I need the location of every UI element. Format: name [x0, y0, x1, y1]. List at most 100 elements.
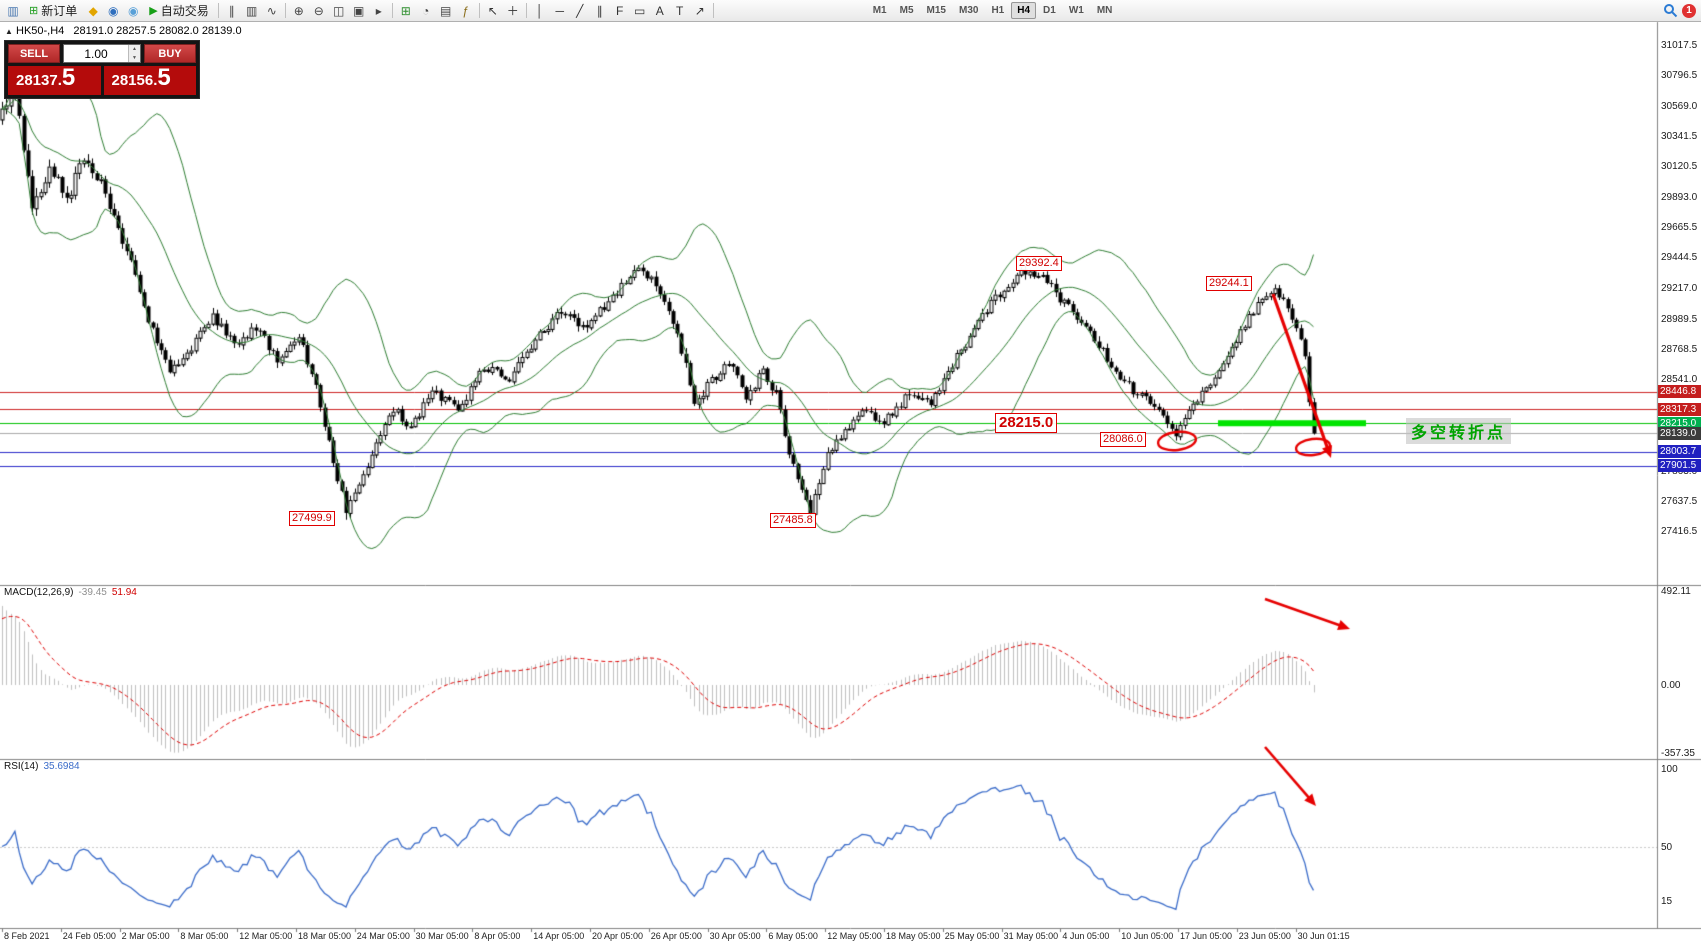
one-click-top-row: SELL ▲ ▼ BUY: [8, 44, 196, 63]
price-level-badge: 28446.8: [1658, 385, 1701, 399]
auto-arrange-icon[interactable]: ▣: [353, 4, 365, 18]
mql-community-icon[interactable]: ◆: [88, 4, 98, 18]
price-tick: 31017.5: [1661, 40, 1698, 51]
macd-signal-value: 51.94: [111, 587, 137, 598]
price-tick: 28541.0: [1661, 374, 1698, 386]
macd-axis-tick: 0.00: [1661, 680, 1681, 691]
turning-point-annotation: 多空转折点: [1406, 418, 1512, 444]
volume-up-button[interactable]: ▲: [129, 45, 140, 54]
timeframe-m15-button[interactable]: M15: [926, 5, 946, 16]
new-order-2-icon[interactable]: ⊞: [400, 4, 411, 18]
macd-name: MACD(12,26,9): [4, 587, 74, 598]
rsi-label: RSI(14) 35.6984: [4, 761, 80, 772]
price-axis[interactable]: 31017.5 30796.5 30569.0 30341.5 30120.5 29893…: [1658, 22, 1701, 929]
symbol-period-label: HK50-,H4: [16, 25, 65, 37]
bar-chart-icon[interactable]: ∥: [228, 4, 235, 18]
sell-button[interactable]: SELL: [8, 44, 60, 63]
macd-axis-tick: -357.35: [1661, 748, 1695, 760]
time-tick-label: 24 Feb 05:00: [62, 931, 116, 941]
time-tick-label: 10 Jun 05:00: [1121, 931, 1174, 941]
line-chart-icon[interactable]: ∿: [266, 4, 277, 18]
macd-label: MACD(12,26,9) -39.45 51.94: [4, 587, 137, 598]
autotrading-button-label: 自动交易: [160, 4, 209, 18]
chart-title: HK50-,H4 28191.0 28257.5 28082.0 28139.0: [16, 25, 242, 37]
time-tick-label: 12 May 05:00: [827, 931, 882, 941]
shapes-icon[interactable]: ▭: [634, 4, 646, 18]
toolbar-separator: [284, 3, 286, 18]
time-axis[interactable]: 8 Feb 2021 24 Feb 05:00 2 Mar 05:00 8 Mar 0…: [0, 929, 1701, 942]
buy-price[interactable]: 28156.5: [103, 64, 196, 95]
volume-down-button[interactable]: ▼: [129, 53, 140, 62]
price-level-badge: 27901.5: [1658, 459, 1701, 473]
timeframe-d1-button[interactable]: D1: [1043, 5, 1056, 16]
search-icon[interactable]: [1663, 3, 1678, 18]
horizontal-line-icon[interactable]: ─: [555, 4, 564, 18]
chart-shift-icon[interactable]: ▸: [375, 4, 382, 18]
notification-badge[interactable]: 1: [1682, 3, 1696, 18]
timeframe-h4-button[interactable]: H4: [1011, 2, 1037, 19]
time-tick-label: 8 Mar 05:00: [180, 931, 229, 941]
time-tick-label: 8 Feb 2021: [4, 931, 50, 941]
channel-icon[interactable]: ∥: [596, 4, 603, 18]
fibonacci-icon[interactable]: F: [616, 4, 624, 18]
tile-windows-icon[interactable]: ◫: [333, 4, 345, 18]
timeframe-toolbar: M1 M5 M15 M30 H1 H4 D1 W1 MN: [867, 2, 1119, 19]
volume-input[interactable]: [64, 45, 128, 62]
toolbar-separator: [525, 3, 527, 18]
autotrading-button[interactable]: ▶ 自动交易: [143, 1, 214, 20]
new-chart-icon[interactable]: ▥: [7, 4, 19, 18]
time-tick-label: 23 Jun 05:00: [1238, 931, 1291, 941]
buy-price-big-digit: 5: [157, 64, 171, 91]
trendline-icon[interactable]: ╱: [576, 4, 584, 18]
template-icon[interactable]: ▤: [440, 4, 452, 18]
time-tick-label: 30 Mar 05:00: [415, 931, 469, 941]
period-icon[interactable]: ◔: [422, 4, 430, 18]
transfer-icon[interactable]: ◉: [127, 4, 139, 18]
candlestick-chart-icon[interactable]: ▥: [246, 4, 258, 18]
zoom-out-icon[interactable]: ⊖: [313, 4, 324, 18]
time-tick-label: 4 Jun 05:00: [1062, 931, 1110, 941]
price-level-badge: 28139.0: [1658, 426, 1701, 440]
crosshair-icon[interactable]: ＋: [506, 4, 519, 18]
chart-price-tag: 28086.0: [1100, 432, 1146, 447]
buy-button[interactable]: BUY: [144, 44, 196, 63]
timeframe-m5-button[interactable]: M5: [899, 5, 914, 16]
volume-steppers: ▲ ▼: [128, 45, 140, 62]
time-tick-label: 6 May 05:00: [768, 931, 818, 941]
time-tick-label: 30 Jun 01:15: [1297, 931, 1350, 941]
sell-price[interactable]: 28137.5: [8, 66, 101, 95]
price-tick: 29444.5: [1661, 252, 1698, 264]
timeframe-h1-button[interactable]: H1: [991, 5, 1005, 16]
time-tick-label: 2 Mar 05:00: [121, 931, 170, 941]
time-tick-label: 30 Apr 05:00: [709, 931, 761, 941]
rsi-axis-tick: 50: [1661, 841, 1673, 853]
timeframe-mn-button[interactable]: MN: [1096, 5, 1113, 16]
time-tick-label: 26 Apr 05:00: [650, 931, 702, 941]
rsi-value: 35.6984: [43, 761, 80, 772]
label-icon[interactable]: T: [676, 4, 684, 18]
arrow-tool-icon[interactable]: ↗: [694, 4, 705, 18]
text-icon[interactable]: A: [655, 4, 664, 18]
new-order-button[interactable]: ⊞ 新订单: [23, 1, 83, 20]
new-order-icon: ⊞: [29, 5, 39, 17]
time-tick-label: 18 Mar 05:00: [298, 931, 352, 941]
price-tick: 29217.0: [1661, 283, 1698, 294]
price-tick: 27416.5: [1661, 526, 1698, 537]
one-click-prices-row: 28137.5 28156.5: [8, 66, 196, 95]
price-tick: 30341.5: [1661, 131, 1698, 143]
price-tick: 29665.5: [1661, 222, 1698, 234]
price-level-badge: 28317.3: [1658, 402, 1701, 416]
indicators-icon[interactable]: ƒ: [462, 4, 470, 18]
timeframe-w1-button[interactable]: W1: [1068, 5, 1084, 16]
deposit-icon[interactable]: ◉: [107, 4, 119, 18]
chart-price-tag: 27499.9: [289, 511, 335, 526]
cursor-icon[interactable]: ↖: [487, 4, 498, 18]
chart-price-tag: 29244.1: [1206, 276, 1252, 291]
timeframe-m1-button[interactable]: M1: [872, 5, 887, 16]
zoom-in-icon[interactable]: ⊕: [293, 4, 304, 18]
vertical-line-icon[interactable]: │: [535, 4, 544, 18]
timeframe-m30-button[interactable]: M30: [958, 5, 979, 16]
one-click-toggle-icon[interactable]: ▲: [5, 27, 13, 36]
